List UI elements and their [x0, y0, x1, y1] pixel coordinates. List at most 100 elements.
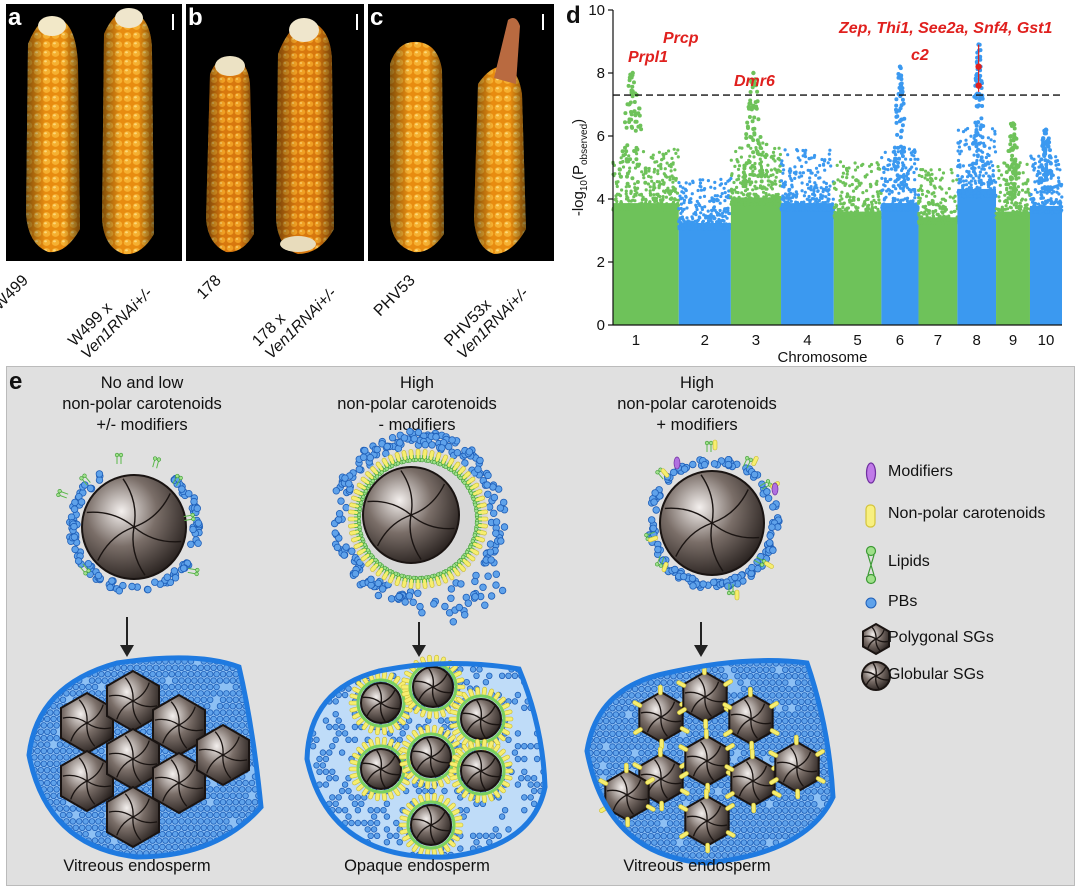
pb — [262, 767, 268, 773]
snp-point — [705, 221, 709, 226]
pb — [191, 677, 198, 684]
snp-point — [764, 187, 768, 191]
pb — [101, 677, 108, 684]
snp-point — [683, 223, 687, 227]
carotenoid — [465, 476, 476, 485]
snp-point — [871, 194, 875, 198]
pb — [652, 506, 660, 514]
snp-point — [881, 188, 885, 192]
snp-point — [748, 98, 753, 103]
snp-point — [896, 207, 900, 211]
snp-point — [750, 105, 755, 110]
peak-top-point — [897, 64, 903, 69]
snp-point — [937, 215, 941, 219]
pb — [487, 556, 495, 564]
snp-point — [986, 136, 990, 140]
sg-line — [122, 478, 136, 528]
snp-point — [877, 201, 881, 205]
snp-point — [838, 216, 842, 220]
snp-point — [899, 186, 903, 190]
y-tick-label-0: 0 — [597, 317, 605, 334]
snp-point — [641, 150, 646, 154]
snp-point — [875, 190, 879, 194]
snp-point — [1026, 187, 1030, 191]
snp-point — [665, 202, 669, 206]
lipid-head — [366, 483, 372, 489]
snp-point — [904, 182, 909, 187]
snp-point — [848, 184, 852, 188]
snp-point — [758, 186, 763, 190]
snp-point — [964, 183, 969, 187]
pb — [428, 441, 436, 449]
snp-point — [967, 145, 971, 149]
snp-point — [800, 181, 804, 185]
pb — [31, 690, 38, 697]
pb — [223, 715, 230, 723]
panel-letter-c: c — [370, 4, 384, 31]
carotenoid — [347, 516, 359, 522]
panel-letter-a: a — [8, 4, 22, 31]
snp-point — [728, 212, 732, 216]
pb — [710, 460, 719, 468]
pb — [95, 690, 102, 697]
lipid-head — [470, 539, 475, 544]
snp-point — [1039, 204, 1043, 208]
snp-point — [1039, 157, 1044, 162]
snp-point — [1056, 186, 1060, 190]
snp-point — [1003, 199, 1007, 204]
snp-point — [1049, 185, 1054, 190]
snp-point — [1048, 155, 1053, 159]
snp-point — [859, 181, 863, 185]
snp-point — [624, 157, 629, 162]
snp-point — [712, 205, 716, 209]
peak-top-point — [630, 70, 635, 76]
snp-point — [635, 162, 640, 167]
snp-point — [899, 117, 904, 122]
snp-point — [691, 216, 695, 221]
pb — [216, 703, 224, 710]
snp-point — [863, 175, 867, 179]
pb — [248, 664, 256, 671]
pb — [748, 563, 756, 572]
snp-point — [616, 206, 620, 210]
pb — [115, 587, 123, 595]
snp-point — [743, 180, 748, 185]
snp-point — [832, 214, 836, 218]
snp-point — [888, 207, 892, 212]
snp-point — [997, 209, 1001, 213]
snp-point — [978, 170, 982, 174]
pb — [210, 657, 217, 659]
column-1-title-line-3: +/- modifiers — [96, 416, 188, 434]
pb — [29, 709, 35, 716]
snp-point — [861, 191, 865, 195]
pb — [245, 658, 252, 665]
snp-point — [655, 199, 659, 203]
pb — [457, 580, 465, 588]
snp-point — [841, 205, 845, 209]
snp-point — [818, 176, 822, 180]
snp-point — [642, 176, 646, 180]
y-tick-label-10: 10 — [588, 2, 605, 19]
snp-point — [656, 194, 661, 198]
pb — [262, 755, 268, 761]
snp-point — [907, 147, 911, 151]
granule-column-2 — [330, 427, 509, 626]
pb — [37, 690, 44, 697]
pb — [44, 754, 51, 761]
snp-point — [828, 184, 832, 188]
pb — [461, 459, 469, 467]
snp-point — [906, 186, 910, 190]
snp-point — [1014, 204, 1019, 208]
pb — [476, 456, 484, 465]
pb — [120, 664, 128, 671]
lipid-head — [467, 544, 473, 549]
snp-point — [913, 207, 917, 211]
pb — [700, 460, 709, 469]
snp-point — [671, 200, 676, 204]
snp-point — [637, 106, 642, 111]
peak-chromosome-10 — [1038, 127, 1054, 194]
pb — [449, 618, 457, 626]
snp-point — [828, 157, 832, 161]
snp-point — [813, 153, 817, 158]
snp-point — [865, 212, 869, 216]
